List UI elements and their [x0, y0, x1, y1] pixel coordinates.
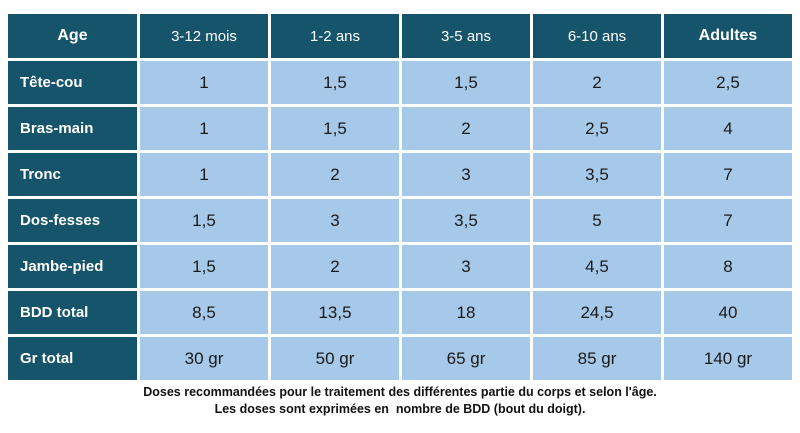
data-cell: 140 gr	[664, 337, 792, 380]
data-cell: 4	[664, 107, 792, 150]
table-caption: Doses recommandées pour le traitement de…	[0, 384, 800, 418]
data-cell: 2,5	[664, 61, 792, 104]
data-cell: 3	[402, 153, 530, 196]
data-cell: 18	[402, 291, 530, 334]
header-cell: 6-10 ans	[533, 14, 661, 58]
caption-line-2: Les doses sont exprimées en nombre de BD…	[214, 402, 586, 416]
row-label-cell: Bras-main	[8, 107, 137, 150]
data-cell: 7	[664, 199, 792, 242]
data-cell: 2	[533, 61, 661, 104]
dose-table: Age 3-12 mois 1-2 ans 3-5 ans 6-10 ans Adulte…	[8, 14, 792, 380]
data-cell: 85 gr	[533, 337, 661, 380]
data-cell: 7	[664, 153, 792, 196]
row-label-cell: BDD total	[8, 291, 137, 334]
data-cell: 4,5	[533, 245, 661, 288]
header-cell: 1-2 ans	[271, 14, 399, 58]
header-cell-age: Age	[8, 14, 137, 58]
data-cell: 8,5	[140, 291, 268, 334]
header-cell: 3-12 mois	[140, 14, 268, 58]
row-label-cell: Jambe-pied	[8, 245, 137, 288]
data-cell: 2,5	[533, 107, 661, 150]
row-label-cell: Dos-fesses	[8, 199, 137, 242]
data-cell: 2	[271, 153, 399, 196]
data-cell: 1,5	[271, 107, 399, 150]
header-cell: Adultes	[664, 14, 792, 58]
data-cell: 1	[140, 153, 268, 196]
data-cell: 1	[140, 107, 268, 150]
data-cell: 24,5	[533, 291, 661, 334]
data-cell: 8	[664, 245, 792, 288]
data-cell: 5	[533, 199, 661, 242]
data-cell: 1,5	[402, 61, 530, 104]
row-label-cell: Tête-cou	[8, 61, 137, 104]
data-cell: 50 gr	[271, 337, 399, 380]
data-cell: 40	[664, 291, 792, 334]
data-cell: 1	[140, 61, 268, 104]
data-cell: 2	[402, 107, 530, 150]
data-cell: 65 gr	[402, 337, 530, 380]
data-cell: 3,5	[533, 153, 661, 196]
caption-line-1: Doses recommandées pour le traitement de…	[143, 385, 657, 399]
data-cell: 1,5	[140, 245, 268, 288]
row-label-cell: Gr total	[8, 337, 137, 380]
data-cell: 30 gr	[140, 337, 268, 380]
data-cell: 2	[271, 245, 399, 288]
data-cell: 13,5	[271, 291, 399, 334]
data-cell: 3	[271, 199, 399, 242]
data-cell: 1,5	[271, 61, 399, 104]
header-cell: 3-5 ans	[402, 14, 530, 58]
data-cell: 1,5	[140, 199, 268, 242]
data-cell: 3	[402, 245, 530, 288]
row-label-cell: Tronc	[8, 153, 137, 196]
data-cell: 3,5	[402, 199, 530, 242]
